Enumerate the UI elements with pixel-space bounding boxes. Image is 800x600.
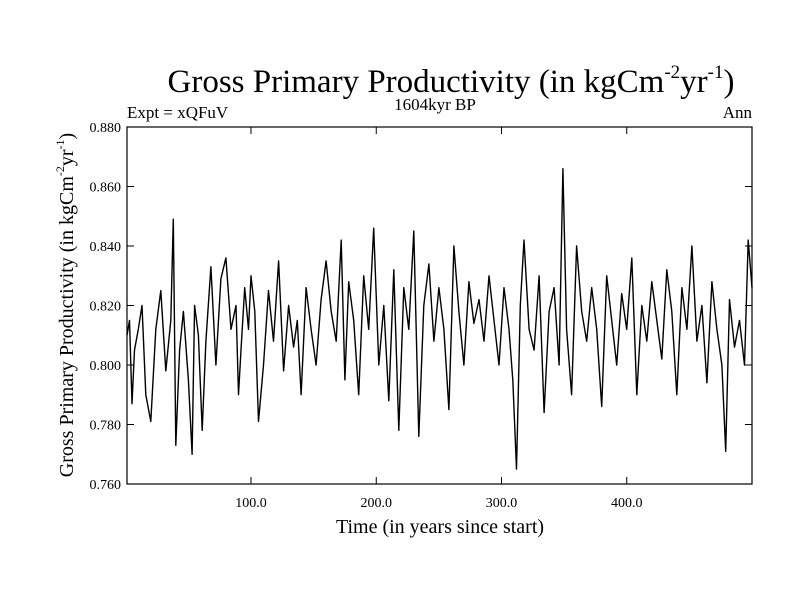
- ylabel-sup-1: -2: [53, 166, 67, 176]
- experiment-label: Expt = xQFuV: [127, 103, 229, 122]
- title-mid-text: yr: [680, 64, 708, 100]
- x-axis: 100.0 200.0 300.0 400.0: [235, 127, 642, 511]
- x-axis-label: Time (in years since start): [336, 516, 544, 538]
- y-axis-label: Gross Primary Productivity (in kgCm-2yr-…: [53, 133, 78, 477]
- y-tick-label: 0.780: [90, 419, 122, 434]
- ylabel-main-text: Gross Primary Productivity (in kgCm: [56, 176, 78, 478]
- x-tick-label: 200.0: [360, 496, 392, 511]
- x-tick-label: 100.0: [235, 496, 267, 511]
- y-axis: 0.760 0.780 0.800 0.820 0.840 0.860 0.880: [90, 121, 752, 493]
- x-tick-label: 400.0: [611, 496, 643, 511]
- title-sup-1: -2: [664, 62, 680, 83]
- y-tick-label: 0.820: [90, 300, 122, 315]
- y-tick-label: 0.880: [90, 121, 122, 136]
- x-tick-label: 300.0: [486, 496, 518, 511]
- chart-title: Gross Primary Productivity (in kgCm-2yr-…: [168, 62, 735, 100]
- plot-frame: [126, 126, 753, 485]
- y-tick-label: 0.840: [90, 240, 122, 255]
- season-label: Ann: [723, 103, 753, 122]
- period-label: 1604kyr BP: [394, 95, 476, 114]
- title-main-text: Gross Primary Productivity (in kgCm: [168, 64, 665, 100]
- ylabel-sup-2: -1: [53, 139, 67, 149]
- y-tick-label: 0.860: [90, 181, 122, 196]
- series-line-gpp: [126, 168, 753, 470]
- title-sup-2: -1: [708, 62, 724, 83]
- y-tick-label: 0.800: [90, 359, 122, 374]
- ylabel-end-text: ): [56, 133, 78, 140]
- y-tick-label: 0.760: [90, 478, 122, 493]
- ylabel-mid-text: yr: [56, 149, 78, 166]
- title-end-text: ): [723, 64, 734, 100]
